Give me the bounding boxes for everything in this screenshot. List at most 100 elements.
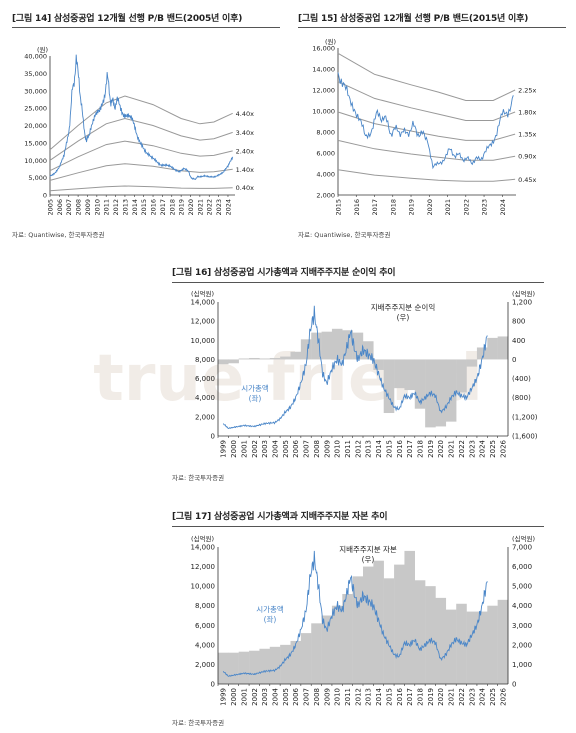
bar xyxy=(383,578,395,684)
bar xyxy=(269,646,281,684)
x-tick-label: 2010 xyxy=(334,440,342,458)
x-tick-label: 2015 xyxy=(140,199,148,216)
x-tick-label: 1999 xyxy=(220,440,228,458)
y-tick-label: 30,000 xyxy=(24,87,47,95)
figure-17-chart: (십억원) (십억원) 0 2,000 4,000 6,000 8,000 10,000 12,… xyxy=(191,534,536,706)
bar xyxy=(300,633,312,684)
figure-14-source: 자료: Quantiwise, 한국투자증권 xyxy=(12,231,105,239)
bar xyxy=(497,336,509,360)
x-tick-label: 2022 xyxy=(462,199,470,216)
bar xyxy=(456,359,467,393)
bar xyxy=(259,358,270,360)
x-tick-label: 2002 xyxy=(251,440,259,458)
figure-16-chart: (십억원) (십억원) 0 2,000 4,000 6,000 8,000 10,000 12,… xyxy=(191,289,538,458)
market-cap-axis-note: (좌) xyxy=(249,394,262,403)
right-tick-label: 2,000 xyxy=(512,641,532,649)
x-tick-label: 2014 xyxy=(375,439,383,457)
bar xyxy=(218,359,229,365)
x-tick-label: 2009 xyxy=(323,688,331,706)
x-tick-label: 2007 xyxy=(303,688,311,706)
bar xyxy=(487,605,498,684)
x-tick-label: 2005 xyxy=(282,440,290,458)
right-tick-label: (800) xyxy=(512,394,531,402)
figure-15-rule xyxy=(298,27,566,28)
y-unit-label: (원) xyxy=(37,45,48,54)
x-tick-label: 2017 xyxy=(159,199,167,216)
x-tick-label: 2018 xyxy=(168,199,176,216)
band-line xyxy=(337,81,516,121)
left-tick-label: 10,000 xyxy=(191,583,216,591)
bar xyxy=(414,359,426,409)
band-line xyxy=(49,140,233,172)
bar xyxy=(466,611,478,684)
left-tick-label: 14,000 xyxy=(191,544,216,552)
band-label: 4.40x xyxy=(236,110,254,118)
bar xyxy=(290,351,302,360)
left-tick-label: 2,000 xyxy=(195,661,215,669)
bar xyxy=(466,359,478,367)
left-tick-label: 12,000 xyxy=(191,318,216,326)
band-line xyxy=(49,185,233,192)
x-tick-label: 2013 xyxy=(365,688,373,706)
right-unit-label: (십억원) xyxy=(512,289,535,298)
bar xyxy=(373,560,384,684)
x-tick-label: 2006 xyxy=(292,687,300,705)
right-tick-label: 400 xyxy=(512,337,525,345)
x-tick-label: 2023 xyxy=(468,688,476,706)
x-tick-label: 2006 xyxy=(56,199,64,216)
x-tick-label: 2005 xyxy=(47,199,55,216)
band-label: 1.80x xyxy=(518,109,536,117)
band-label: 1.40x xyxy=(236,166,254,174)
bar xyxy=(404,359,415,391)
x-tick-label: 2000 xyxy=(230,688,238,706)
bar xyxy=(487,337,498,360)
x-tick-label: 2026 xyxy=(499,439,507,457)
x-tick-label: 2024 xyxy=(224,199,232,216)
x-tick-label: 2003 xyxy=(261,688,269,706)
x-tick-label: 2021 xyxy=(196,199,204,216)
right-tick-label: 5,000 xyxy=(512,583,532,591)
x-tick-label: 2015 xyxy=(385,440,393,458)
y-tick-label: 25,000 xyxy=(24,105,47,113)
x-tick-label: 2007 xyxy=(65,199,73,216)
y-tick-label: 40,000 xyxy=(24,53,47,61)
right-tick-label: 4,000 xyxy=(512,602,532,610)
market-cap-line xyxy=(222,550,488,677)
y-tick-label: 10,000 xyxy=(312,108,335,116)
bar xyxy=(311,623,322,684)
x-tick-label: 2017 xyxy=(406,688,414,706)
left-tick-label: 4,000 xyxy=(195,394,215,402)
bar xyxy=(300,339,312,360)
x-tick-label: 2019 xyxy=(427,440,435,458)
x-tick-label: 2007 xyxy=(303,440,311,458)
x-tick-label: 2009 xyxy=(84,199,92,216)
bar xyxy=(435,597,447,684)
x-tick-label: 2023 xyxy=(215,199,223,216)
x-tick-label: 2021 xyxy=(448,440,456,458)
x-tick-label: 2010 xyxy=(334,688,342,706)
x-tick-label: 2020 xyxy=(437,440,445,458)
y-tick-label: 15,000 xyxy=(24,139,47,147)
bar xyxy=(425,586,436,684)
bar xyxy=(373,359,384,370)
x-tick-label: 2014 xyxy=(131,199,139,216)
x-tick-label: 2016 xyxy=(396,439,404,457)
bar xyxy=(363,566,374,684)
figure-14-chart: (원) 0 5,000 10,000 15,000 20,000 25,000 30,000 3… xyxy=(24,45,254,216)
bar xyxy=(290,640,302,684)
x-tick-label: 2006 xyxy=(292,439,300,457)
x-tick-label: 2005 xyxy=(282,688,290,706)
bar-series-axis-note: (우) xyxy=(397,313,410,322)
figure-17-title: [그림 17] 삼성중공업 시가총액과 지배주주지분 자본 추이 xyxy=(172,512,388,522)
x-tick-label: 2018 xyxy=(416,688,424,706)
market-cap-label: 시가총액 xyxy=(256,604,284,614)
band-line xyxy=(337,169,516,182)
x-tick-label: 2021 xyxy=(448,688,456,706)
bar xyxy=(331,605,343,684)
y-unit-label: (원) xyxy=(325,37,336,46)
x-tick-label: 2025 xyxy=(489,688,497,706)
y-tick-label: 2,000 xyxy=(316,192,335,200)
band-line xyxy=(337,111,516,141)
band-line xyxy=(49,95,233,151)
right-tick-label: 800 xyxy=(512,318,525,326)
